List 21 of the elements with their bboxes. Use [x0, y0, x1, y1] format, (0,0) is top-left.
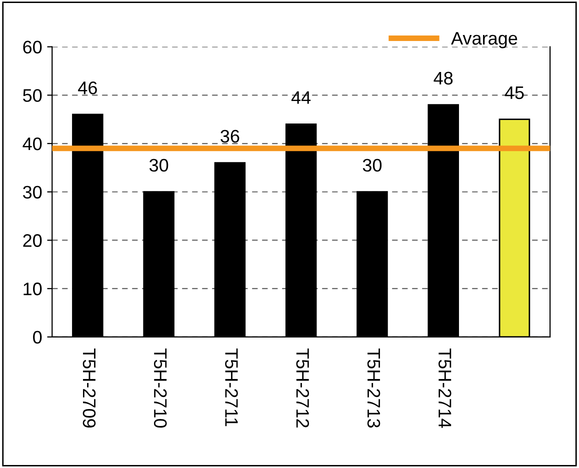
y-tick-label: 10 [24, 282, 42, 296]
data-label: 46 [78, 81, 97, 94]
data-label: 36 [220, 130, 240, 143]
legend-label: Avarage [451, 32, 518, 48]
x-tick-label: T5H-2712 [296, 348, 310, 428]
x-tick-label: T5H-2714 [438, 348, 452, 428]
y-tick-label: 50 [23, 89, 42, 102]
x-tick-label: T5H-2713 [367, 348, 380, 428]
y-tick-label: 30 [22, 186, 42, 199]
y-tick-label: 60 [23, 40, 42, 54]
data-label: 30 [362, 158, 382, 172]
x-tick-label: T5H-2710 [154, 348, 167, 428]
x-tick-label: T5H-2709 [82, 348, 96, 428]
y-tick-label: 20 [23, 234, 42, 247]
data-label: 45 [504, 86, 524, 100]
data-label: 48 [434, 72, 453, 85]
y-tick-label: 40 [22, 137, 42, 150]
data-label: 30 [149, 158, 168, 172]
data-label: 44 [291, 91, 311, 104]
x-tick-label: T5H-2711 [225, 348, 238, 426]
y-tick-label: 0 [33, 330, 42, 344]
